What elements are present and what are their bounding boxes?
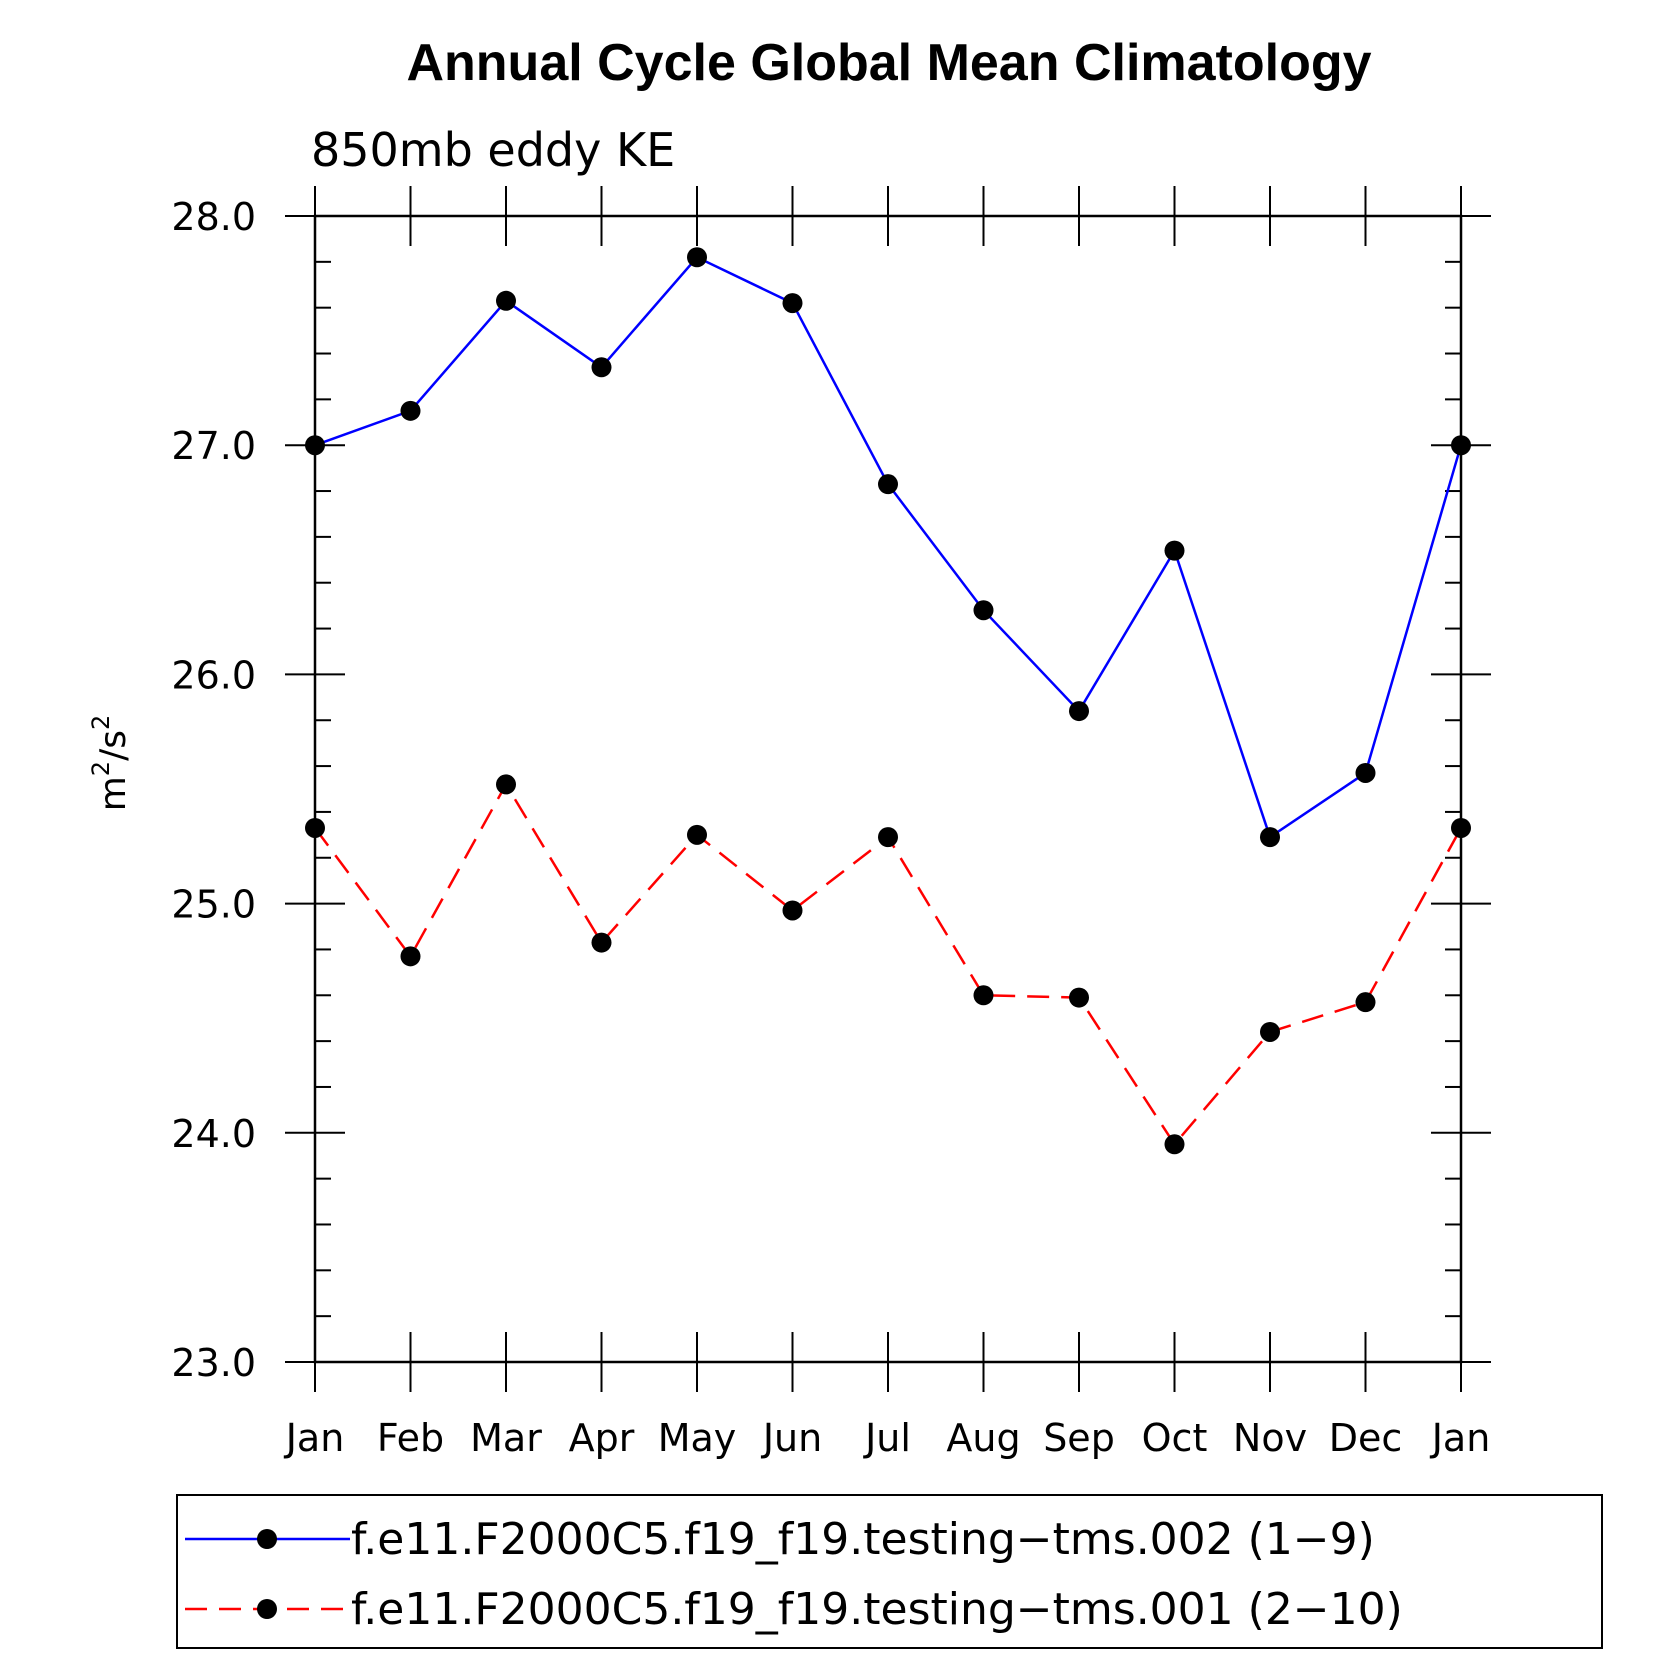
data-point-series-1 xyxy=(782,293,803,314)
x-tick-label: Aug xyxy=(946,1416,1020,1460)
y-axis-label-sup1: 2 xyxy=(87,761,115,776)
data-point-series-1 xyxy=(1260,827,1280,848)
data-point-series-1 xyxy=(973,600,994,621)
legend-label-2: f.e11.F2000C5.f19_f19.testing−tms.001 (2… xyxy=(351,1584,1403,1635)
data-point-series-2 xyxy=(1164,1134,1185,1155)
data-point-series-1 xyxy=(687,247,707,268)
data-point-series-2 xyxy=(1260,1021,1280,1042)
legend-label-1: f.e11.F2000C5.f19_f19.testing−tms.002 (1… xyxy=(351,1514,1375,1565)
y-tick-label: 27.0 xyxy=(171,424,256,468)
legend-marker-1 xyxy=(257,1529,277,1549)
y-tick-label: 24.0 xyxy=(171,1112,256,1156)
data-point-series-1 xyxy=(1355,762,1376,783)
data-point-series-2 xyxy=(496,774,516,795)
data-point-series-2 xyxy=(305,817,325,838)
x-tick-label: Apr xyxy=(569,1416,635,1460)
x-tick-label: Nov xyxy=(1233,1416,1307,1460)
data-point-series-1 xyxy=(1164,540,1185,561)
data-point-series-1 xyxy=(1069,701,1089,722)
data-point-series-2 xyxy=(782,900,803,921)
chart-title: Annual Cycle Global Mean Climatology xyxy=(406,34,1371,92)
data-point-series-2 xyxy=(1069,987,1089,1008)
x-axis-tick-labels: Jan Feb Mar Apr May Jun Jul Aug Sep Oct Nov Dec Jan xyxy=(284,1416,1491,1460)
x-tick-label: Jul xyxy=(863,1416,911,1460)
chart-subtitle: 850mb eddy KE xyxy=(311,123,675,177)
axis-ticks xyxy=(285,186,1491,1392)
y-axis-label-unit: m xyxy=(93,776,134,811)
data-point-series-2 xyxy=(973,985,994,1006)
x-tick-label: Jan xyxy=(284,1416,345,1460)
data-point-series-1 xyxy=(1451,435,1471,456)
y-tick-label: 26.0 xyxy=(171,653,256,697)
series-line-1 xyxy=(314,255,1463,840)
legend-marker-2 xyxy=(257,1599,277,1619)
x-tick-label: May xyxy=(658,1416,737,1460)
x-tick-label: Jan xyxy=(1430,1416,1491,1460)
x-tick-label: Feb xyxy=(377,1416,444,1460)
x-tick-label: Sep xyxy=(1043,1416,1115,1460)
y-axis-label: m2/s2 xyxy=(87,715,134,812)
data-point-series-2 xyxy=(591,932,612,953)
x-tick-label: Jun xyxy=(761,1416,822,1460)
legend-box xyxy=(176,1494,1603,1649)
series-group xyxy=(305,247,1471,1155)
legend: f.e11.F2000C5.f19_f19.testing−tms.002 (1… xyxy=(185,1514,1403,1635)
y-tick-label: 23.0 xyxy=(171,1341,256,1385)
y-axis-label-mid: /s xyxy=(93,730,134,761)
y-axis-tick-labels: 23.0 24.0 25.0 26.0 27.0 28.0 xyxy=(171,195,256,1385)
data-point-series-1 xyxy=(305,435,325,456)
data-point-series-2 xyxy=(878,827,898,848)
plot-frame xyxy=(313,214,1463,1364)
data-point-series-2 xyxy=(1451,817,1471,838)
y-axis-label-sup2: 2 xyxy=(87,715,115,730)
x-tick-label: Dec xyxy=(1329,1416,1403,1460)
data-point-series-1 xyxy=(400,400,421,421)
y-tick-label: 28.0 xyxy=(171,195,256,239)
data-point-series-1 xyxy=(591,357,612,378)
x-tick-label: Oct xyxy=(1142,1416,1208,1460)
data-point-series-1 xyxy=(878,474,898,495)
data-point-series-2 xyxy=(1355,992,1376,1013)
data-point-series-1 xyxy=(496,290,516,311)
x-tick-label: Mar xyxy=(470,1416,542,1460)
data-point-series-2 xyxy=(687,824,707,845)
data-point-series-2 xyxy=(400,946,421,967)
y-tick-label: 25.0 xyxy=(171,883,256,927)
